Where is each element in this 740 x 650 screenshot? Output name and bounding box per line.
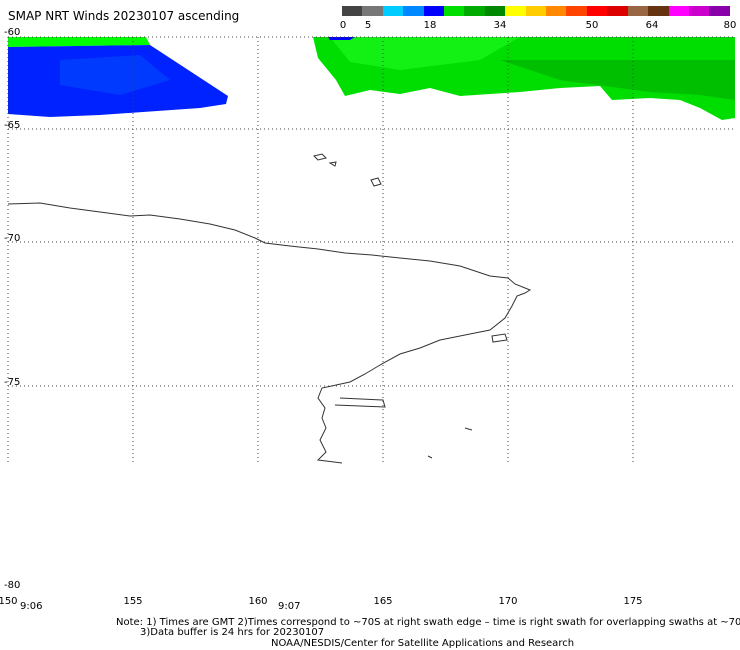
colorbar-swatch (464, 6, 485, 16)
lat-label-80: -80 (4, 580, 21, 591)
colorbar-swatch (342, 6, 363, 16)
colorbar-label: 18 (423, 20, 437, 31)
lat-label-75: -75 (4, 377, 21, 388)
swath-left-green (8, 37, 150, 47)
footnote-line-1: Note: 1) Times are GMT 2)Times correspon… (116, 617, 740, 628)
colorbar-swatch (566, 6, 587, 16)
colorbar-label: 34 (493, 20, 507, 31)
time-label-left: 9:06 (20, 601, 43, 612)
colorbar-label: 5 (364, 20, 372, 31)
lon-label-155: 155 (123, 596, 143, 607)
colorbar-swatch (484, 6, 506, 16)
footnote-line-2: 3)Data buffer is 24 hrs for 20230107 (140, 627, 325, 638)
lat-label-65: -65 (4, 120, 21, 131)
colorbar-label: 80 (723, 20, 737, 31)
swath-blue-speck (328, 37, 355, 40)
colorbar-swatch (668, 6, 689, 16)
lon-label-170: 170 (498, 596, 518, 607)
colorbar-swatch (382, 6, 404, 16)
map-title: SMAP NRT Winds 20230107 ascending (8, 9, 240, 23)
wind-speed-colorbar (342, 6, 730, 16)
lon-label-160: 160 (248, 596, 268, 607)
colorbar-swatch (546, 6, 567, 16)
colorbar-swatch (648, 6, 669, 16)
coastline (7, 153, 532, 464)
lat-label-70: -70 (4, 233, 21, 244)
lon-label-165: 165 (373, 596, 393, 607)
colorbar-swatch (444, 6, 465, 16)
colorbar-swatch (688, 6, 710, 16)
colorbar-swatch (607, 6, 628, 16)
colorbar-swatch (403, 6, 424, 16)
colorbar-label: 0 (339, 20, 347, 31)
lon-label-175: 175 (623, 596, 643, 607)
colorbar-swatch (362, 6, 383, 16)
colorbar-label: 64 (645, 20, 659, 31)
colorbar-swatch (586, 6, 608, 16)
lat-label-60: -60 (4, 27, 21, 38)
colorbar-swatch (709, 6, 730, 16)
time-label-right: 9:07 (278, 601, 301, 612)
lon-label-150: 150 (0, 596, 18, 607)
colorbar-swatch (505, 6, 526, 16)
swath-right-darkgreen (500, 60, 735, 100)
swath-left-midblue (60, 55, 170, 95)
footnote-credit: NOAA/NESDIS/Center for Satellite Applica… (271, 638, 575, 649)
colorbar-swatch (525, 6, 547, 16)
swath-right-lightgreen (330, 37, 520, 70)
colorbar-label: 50 (585, 20, 599, 31)
colorbar-swatch (423, 6, 445, 16)
colorbar-swatch (627, 6, 649, 16)
